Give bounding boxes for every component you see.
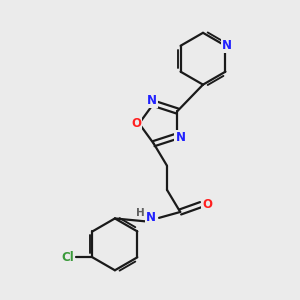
Text: H: H	[136, 208, 145, 218]
Text: O: O	[202, 198, 212, 211]
Text: O: O	[131, 117, 141, 130]
Text: Cl: Cl	[61, 251, 74, 264]
Text: N: N	[147, 94, 157, 107]
Text: N: N	[146, 211, 156, 224]
Text: N: N	[222, 39, 232, 52]
Text: N: N	[176, 131, 185, 144]
